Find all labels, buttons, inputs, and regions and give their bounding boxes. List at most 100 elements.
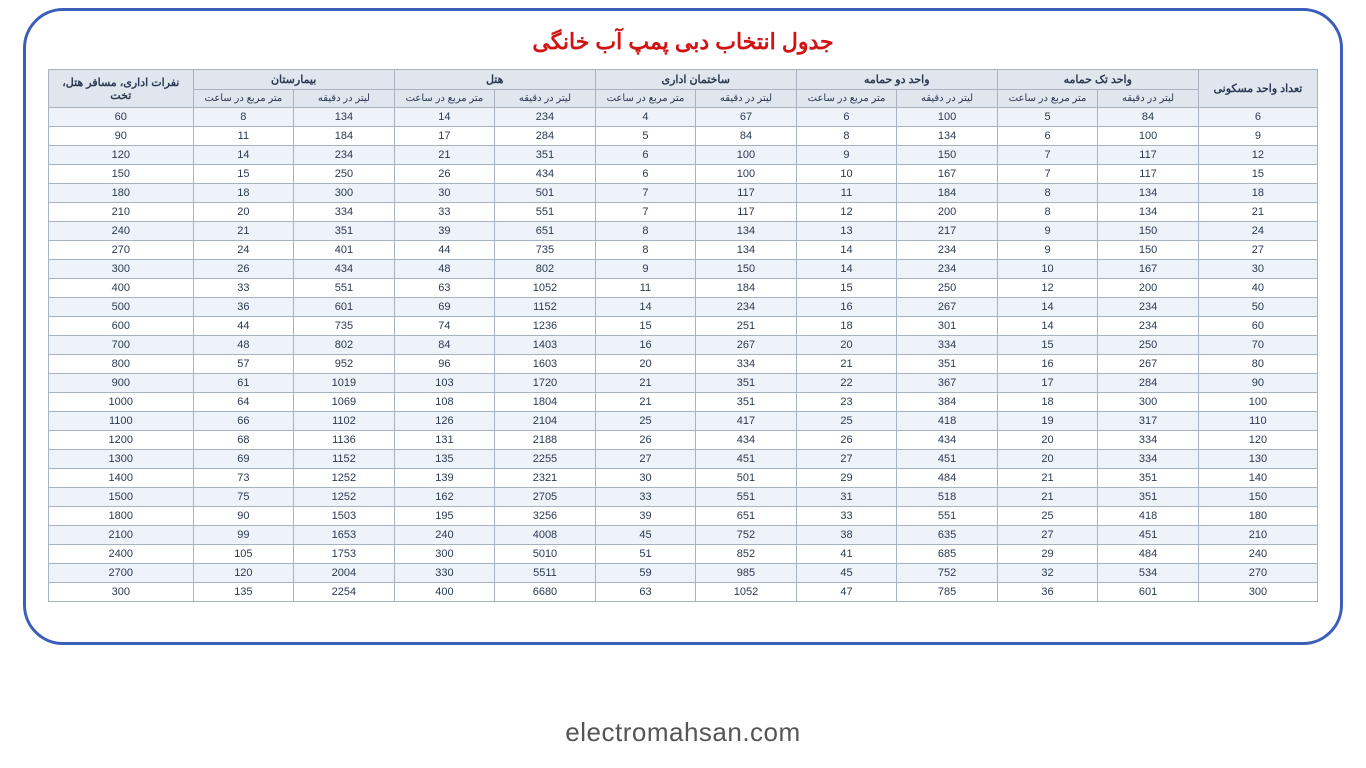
table-cell: 33 [595, 488, 696, 507]
table-cell: 334 [897, 336, 998, 355]
table-cell: 952 [294, 355, 395, 374]
table-cell: 250 [1098, 336, 1199, 355]
table-cell: 36 [997, 583, 1098, 602]
table-cell: 267 [1098, 355, 1199, 374]
table-cell: 17 [997, 374, 1098, 393]
table-cell: 985 [696, 564, 797, 583]
table-cell: 451 [1098, 526, 1199, 545]
table-cell: 900 [49, 374, 194, 393]
table-cell: 401 [294, 241, 395, 260]
table-row: 1813481841111775013030018180 [49, 184, 1318, 203]
col-hospital: بیمارستان [193, 70, 394, 90]
table-cell: 351 [495, 146, 596, 165]
table-cell: 74 [394, 317, 495, 336]
table-cell: 267 [897, 298, 998, 317]
table-cell: 120 [49, 146, 194, 165]
table-cell: 735 [495, 241, 596, 260]
table-cell: 150 [1098, 222, 1199, 241]
table-cell: 300 [294, 184, 395, 203]
table-cell: 110 [1198, 412, 1317, 431]
table-cell: 251 [696, 317, 797, 336]
table-cell: 167 [1098, 260, 1199, 279]
table-cell: 59 [595, 564, 696, 583]
table-cell: 8 [595, 222, 696, 241]
table-cell: 139 [394, 469, 495, 488]
sub-m2h-1: متر مربع در ساعت [997, 90, 1098, 108]
table-cell: 2321 [495, 469, 596, 488]
table-cell: 334 [294, 203, 395, 222]
table-cell: 90 [1198, 374, 1317, 393]
table-cell: 384 [897, 393, 998, 412]
table-cell: 434 [696, 431, 797, 450]
table-cell: 17 [394, 127, 495, 146]
table-cell: 26 [394, 165, 495, 184]
table-cell: 6 [595, 146, 696, 165]
table-cell: 33 [796, 507, 897, 526]
table-cell: 700 [49, 336, 194, 355]
table-row: 2415092171313486513935121240 [49, 222, 1318, 241]
table-cell: 1100 [49, 412, 194, 431]
table-cell: 334 [1098, 450, 1199, 469]
table-cell: 6 [997, 127, 1098, 146]
table-cell: 300 [394, 545, 495, 564]
table-cell: 84 [696, 127, 797, 146]
table-cell: 51 [595, 545, 696, 564]
table-cell: 134 [294, 108, 395, 127]
table-cell: 40 [1198, 279, 1317, 298]
table-cell: 33 [193, 279, 294, 298]
table-cell: 134 [1098, 203, 1199, 222]
table-cell: 8 [595, 241, 696, 260]
table-cell: 96 [394, 355, 495, 374]
col-persons: نفرات اداری، مسافر هتل، تخت [49, 70, 194, 108]
table-cell: 21 [595, 374, 696, 393]
table-row: 11031719418254172521041261102661100 [49, 412, 1318, 431]
table-cell: 1753 [294, 545, 395, 564]
table-cell: 651 [495, 222, 596, 241]
col-office: ساختمان اداری [595, 70, 796, 90]
table-cell: 36 [193, 298, 294, 317]
table-cell: 103 [394, 374, 495, 393]
table-row: 12033420434264342621881311136681200 [49, 431, 1318, 450]
table-cell: 67 [696, 108, 797, 127]
page-title: جدول انتخاب دبی پمپ آب خانگی [48, 29, 1318, 55]
table-row: 300601367854710526366804002254135300 [49, 583, 1318, 602]
table-row: 270534327524598559551133020041202700 [49, 564, 1318, 583]
table-cell: 11 [193, 127, 294, 146]
table-cell: 19 [997, 412, 1098, 431]
table-cell: 23 [796, 393, 897, 412]
table-cell: 651 [696, 507, 797, 526]
table-cell: 802 [495, 260, 596, 279]
table-cell: 10 [796, 165, 897, 184]
table-cell: 15 [193, 165, 294, 184]
table-cell: 1000 [49, 393, 194, 412]
table-cell: 351 [1098, 469, 1199, 488]
table-cell: 21 [997, 469, 1098, 488]
table-cell: 26 [595, 431, 696, 450]
table-cell: 2700 [49, 564, 194, 583]
table-cell: 1500 [49, 488, 194, 507]
table-cell: 80 [1198, 355, 1317, 374]
table-cell: 785 [897, 583, 998, 602]
table-cell: 2004 [294, 564, 395, 583]
table-cell: 8 [997, 184, 1098, 203]
sub-m2h-3: متر مربع در ساعت [595, 90, 696, 108]
table-cell: 27 [796, 450, 897, 469]
table-cell: 84 [394, 336, 495, 355]
sub-m2h-2: متر مربع در ساعت [796, 90, 897, 108]
sub-lpm-1: لیتر در دقیقه [1098, 90, 1199, 108]
col-hotel: هتل [394, 70, 595, 90]
table-cell: 4 [595, 108, 696, 127]
table-cell: 48 [193, 336, 294, 355]
table-cell: 130 [1198, 450, 1317, 469]
table-cell: 501 [696, 469, 797, 488]
table-cell: 14 [595, 298, 696, 317]
table-cell: 134 [1098, 184, 1199, 203]
table-cell: 635 [897, 526, 998, 545]
table-cell: 20 [997, 450, 1098, 469]
table-cell: 1603 [495, 355, 596, 374]
table-cell: 5511 [495, 564, 596, 583]
table-cell: 120 [193, 564, 294, 583]
table-cell: 69 [394, 298, 495, 317]
table-cell: 234 [696, 298, 797, 317]
table-cell: 1804 [495, 393, 596, 412]
